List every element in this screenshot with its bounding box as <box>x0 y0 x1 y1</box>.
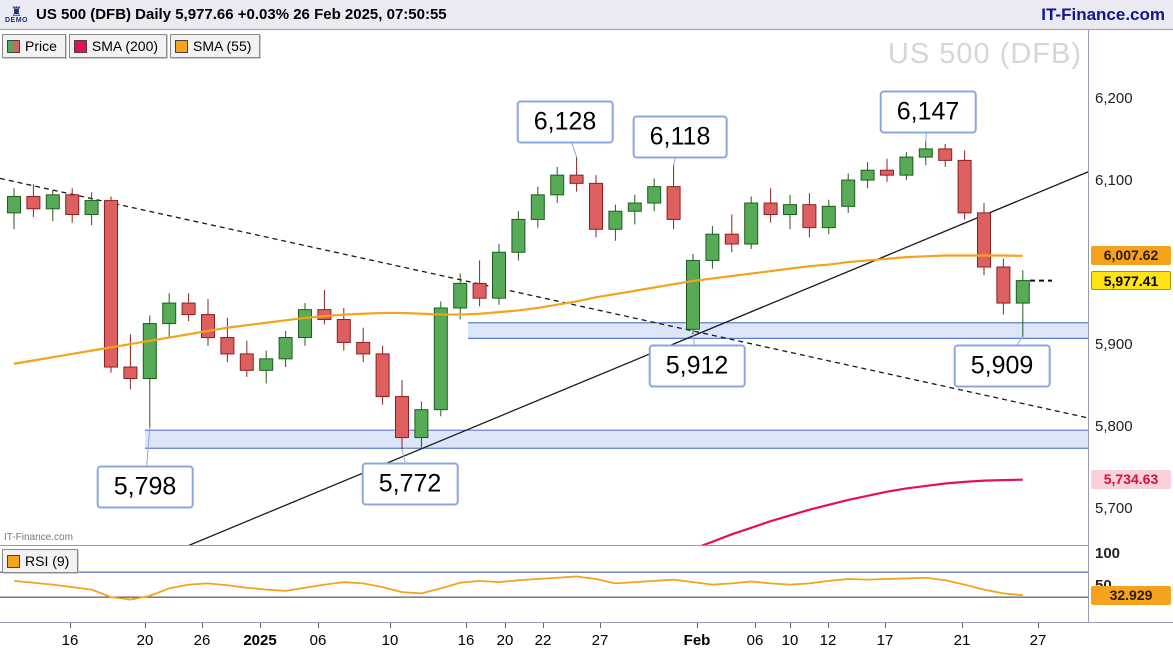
time-axis-label: 27 <box>1029 632 1047 649</box>
time-axis-label: 16 <box>457 632 475 649</box>
time-tick <box>318 623 319 628</box>
time-tick <box>390 623 391 628</box>
time-axis-label: 21 <box>953 632 971 649</box>
legend-rsi-label: RSI (9) <box>25 553 70 569</box>
indicator-legend: Price SMA (200) SMA (55) <box>2 34 261 58</box>
time-tick <box>260 623 261 628</box>
time-axis[interactable]: 16 20 26 2025 06 10 16 20 22 27 Feb 06 10 12 17 21 27 <box>0 622 1173 660</box>
time-axis-label: 12 <box>819 632 837 649</box>
time-axis-label: 17 <box>876 632 894 649</box>
time-axis-label: 22 <box>534 632 552 649</box>
time-axis-label: 06 <box>746 632 764 649</box>
price-axis-label: 5,800 <box>1095 418 1133 436</box>
time-tick <box>697 623 698 628</box>
sma55-swatch-icon <box>175 39 189 53</box>
time-axis-label: 06 <box>309 632 327 649</box>
last-value-badge: 5,977.41 <box>1091 271 1171 291</box>
instrument-title: US 500 (DFB) Daily 5,977.66 +0.03% 26 Fe… <box>36 6 447 23</box>
legend-price-label: Price <box>25 38 57 54</box>
time-axis-label: 16 <box>61 632 79 649</box>
castle-icon: ♜ <box>10 3 23 19</box>
time-axis-label: 27 <box>591 632 609 649</box>
time-tick <box>755 623 756 628</box>
price-callout[interactable]: 5,909 <box>953 344 1051 388</box>
sma55-value-badge: 6,007.62 <box>1091 246 1171 266</box>
legend-sma200-label: SMA (200) <box>91 38 159 54</box>
sma200-value-badge: 5,734.63 <box>1091 470 1171 490</box>
demo-label: DEMO <box>5 16 28 24</box>
price-swatch-icon <box>7 39 20 53</box>
time-tick <box>828 623 829 628</box>
header-bar: ♜ DEMO US 500 (DFB) Daily 5,977.66 +0.03… <box>0 0 1173 30</box>
sma200-swatch-icon <box>73 39 87 53</box>
time-tick <box>505 623 506 628</box>
price-axis-label: 5,700 <box>1095 500 1133 518</box>
time-axis-label: Feb <box>683 632 711 649</box>
brand-link[interactable]: IT-Finance.com <box>1041 4 1165 24</box>
time-tick <box>145 623 146 628</box>
time-axis-label: 2025 <box>243 632 277 649</box>
price-callout[interactable]: 5,798 <box>96 465 194 509</box>
demo-logo-icon: ♜ DEMO <box>5 3 28 24</box>
price-callout[interactable]: 6,128 <box>516 100 614 144</box>
price-axis[interactable]: 6,200 6,100 5,900 5,800 5,700 6,007.62 5,977.4… <box>1088 30 1173 622</box>
time-tick <box>790 623 791 628</box>
price-callout[interactable]: 6,118 <box>632 115 728 159</box>
legend-sma55-button[interactable]: SMA (55) <box>170 34 261 58</box>
legend-price-button[interactable]: Price <box>2 34 66 58</box>
time-tick <box>600 623 601 628</box>
time-axis-label: 10 <box>381 632 399 649</box>
time-tick <box>202 623 203 628</box>
time-axis-label: 10 <box>781 632 799 649</box>
legend-sma55-label: SMA (55) <box>193 38 252 54</box>
rsi-panel-canvas[interactable] <box>0 546 1088 622</box>
time-tick <box>543 623 544 628</box>
time-axis-label: 26 <box>193 632 211 649</box>
price-axis-label: 5,900 <box>1095 336 1133 354</box>
rsi-swatch-icon <box>7 554 20 568</box>
legend-sma200-button[interactable]: SMA (200) <box>68 34 168 58</box>
time-tick <box>1038 623 1039 628</box>
price-callout[interactable]: 5,772 <box>361 462 459 506</box>
time-tick <box>466 623 467 628</box>
rsi-legend: RSI (9) <box>2 549 79 573</box>
price-callout[interactable]: 6,147 <box>879 90 977 134</box>
rsi-value-badge: 32.929 <box>1091 585 1171 605</box>
rsi-axis-label: 100 <box>1095 545 1121 563</box>
main-chart-canvas[interactable] <box>0 30 1088 545</box>
time-tick <box>885 623 886 628</box>
time-tick <box>70 623 71 628</box>
price-axis-label: 6,200 <box>1095 90 1133 108</box>
time-axis-label: 20 <box>496 632 514 649</box>
panel-divider <box>0 545 1088 546</box>
price-callout[interactable]: 5,912 <box>648 344 746 388</box>
price-axis-label: 6,100 <box>1095 172 1133 190</box>
chart-watermark: US 500 (DFB) <box>887 38 1082 70</box>
legend-rsi-button[interactable]: RSI (9) <box>2 549 79 573</box>
time-tick <box>962 623 963 628</box>
time-axis-label: 20 <box>136 632 154 649</box>
